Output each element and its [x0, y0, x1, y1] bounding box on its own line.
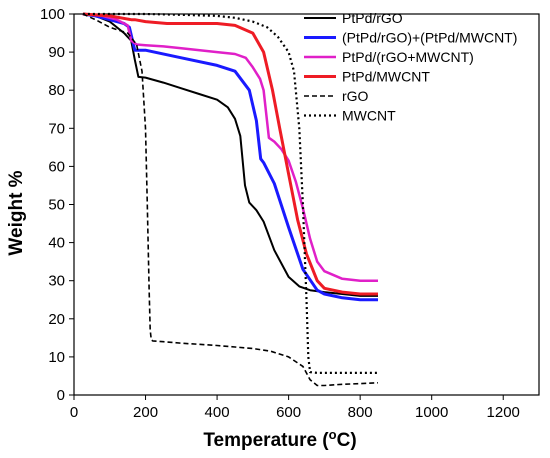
series-line-6 [82, 12, 378, 374]
legend-label: PtPd/rGO [342, 10, 403, 26]
legend-label: PtPd/MWCNT [342, 69, 430, 85]
x-axis: 0 200 400 600 800 1000 1200 [70, 395, 520, 421]
x-tick-label: 800 [348, 404, 373, 421]
legend-label: (PtPd/rGO)+(PtPd/MWCNT) [342, 30, 517, 46]
y-tick-label: 20 [48, 311, 65, 328]
series-line-4 [82, 12, 378, 296]
y-tick-label: 50 [48, 197, 65, 214]
y-tick-label: 0 [57, 387, 65, 404]
series-line-5 [82, 13, 379, 387]
y-tick-label: 100 [40, 6, 65, 23]
y-tick-label: 10 [48, 349, 65, 366]
y-tick-label: 30 [48, 273, 65, 290]
x-tick-label: 1200 [487, 404, 520, 421]
y-tick-label: 40 [48, 235, 65, 252]
plot-frame [73, 13, 540, 396]
plot-border [73, 13, 540, 396]
y-tick-label: 90 [48, 44, 65, 61]
series-line-3 [82, 12, 378, 282]
y-axis: 0 10 20 30 40 50 60 70 80 90 100 [40, 6, 74, 404]
legend-label: PtPd/(rGO+MWCNT) [342, 49, 474, 65]
x-tick-label: 0 [70, 404, 78, 421]
y-tick-label: 60 [48, 158, 65, 175]
x-tick-label: 1000 [415, 404, 448, 421]
y-axis-title: Weight % [6, 170, 27, 255]
x-tick-label: 400 [205, 404, 230, 421]
legend-label: MWCNT [342, 108, 396, 124]
y-tick-label: 70 [48, 120, 65, 137]
x-axis-title: Temperature (oC) [203, 427, 356, 451]
x-tick-label: 200 [133, 404, 158, 421]
legend-label: rGO [342, 88, 369, 104]
x-tick-label: 600 [276, 404, 301, 421]
legend: PtPd/rGO (PtPd/rGO)+(PtPd/MWCNT) PtPd/(rGO… [304, 10, 517, 124]
y-tick-label: 80 [48, 82, 65, 99]
series-lines [82, 12, 379, 387]
